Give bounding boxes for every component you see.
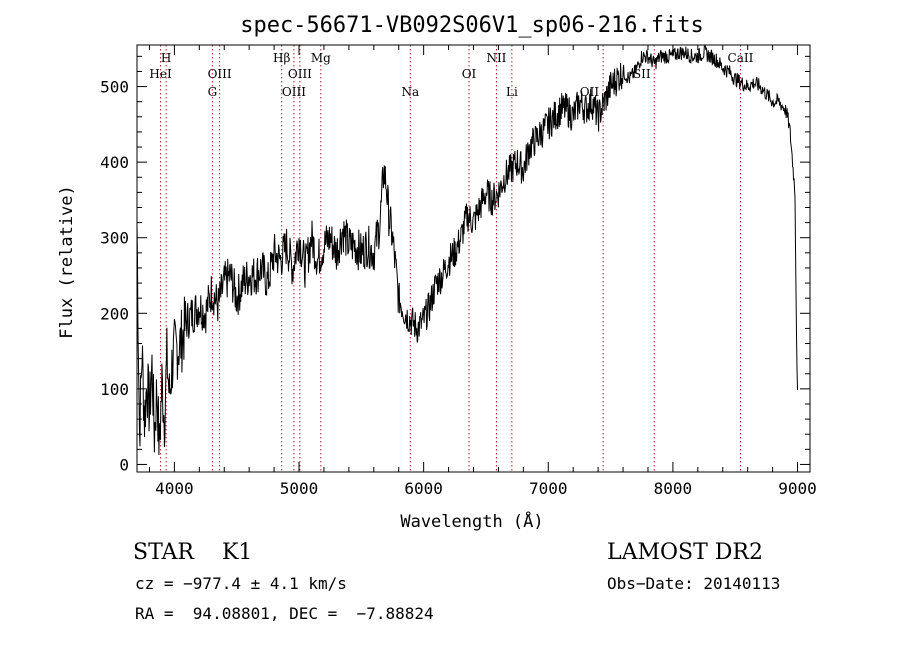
x-tick-label: 8000: [654, 479, 693, 498]
spectral-line-label: OII: [580, 85, 600, 99]
y-tick-label: 0: [119, 455, 129, 474]
x-axis: 4000 5000 6000 7000 8000 9000: [148, 45, 817, 498]
line-labels: H HeI OIII G Hβ OIII OIII Mg Na OI NII Li OII SII CaII: [149, 51, 753, 99]
spectral-line-label: NII: [486, 51, 506, 65]
spectral-line-label: G: [208, 85, 218, 99]
spectrum-series: [136, 45, 798, 456]
y-tick-label: 300: [100, 229, 129, 248]
spectral-line-label: Na: [401, 85, 419, 99]
spectral-line-label: OI: [462, 67, 477, 81]
x-tick-label: 5000: [280, 479, 319, 498]
survey-name: LAMOST DR2: [607, 540, 763, 565]
spectral-line-label: OIII: [208, 67, 232, 81]
spectral-line-label: Hβ: [273, 51, 290, 65]
y-tick-label: 500: [100, 78, 129, 97]
x-axis-label: Wavelength (Å): [400, 510, 543, 532]
y-tick-label: 100: [100, 380, 129, 399]
x-tick-label: 7000: [529, 479, 568, 498]
spectral-line-label: Mg: [311, 51, 331, 65]
y-axis-label: Flux (relative): [57, 185, 77, 339]
y-tick-label: 200: [100, 304, 129, 323]
spectral-line-label: OIII: [282, 85, 306, 99]
y-tick-label: 400: [100, 153, 129, 172]
spectral-line-label: SII: [633, 67, 651, 81]
plot-frame: [136, 44, 811, 473]
coordinates: RA = 94.08801, DEC = −7.88824: [135, 604, 434, 623]
chart-title: spec-56671-VB092S06V1_sp06-216.fits: [240, 13, 704, 38]
redshift-velocity: cz = −977.4 ± 4.1 km/s: [135, 574, 347, 593]
spectral-line-label: H: [161, 51, 171, 65]
spectral-line-label: OIII: [288, 67, 312, 81]
observation-date: Obs−Date: 20140113: [607, 574, 781, 593]
x-tick-label: 9000: [778, 479, 817, 498]
object-class: STAR K1: [133, 540, 253, 565]
x-tick-label: 4000: [155, 479, 194, 498]
spectral-line-label: Li: [506, 85, 518, 99]
x-tick-label: 6000: [404, 479, 443, 498]
spectral-line-label: HeI: [149, 67, 172, 81]
y-axis: 0 100 200 300 400 500: [100, 55, 810, 474]
spectrum-line: [136, 45, 798, 456]
spectral-line-label: CaII: [728, 51, 754, 65]
